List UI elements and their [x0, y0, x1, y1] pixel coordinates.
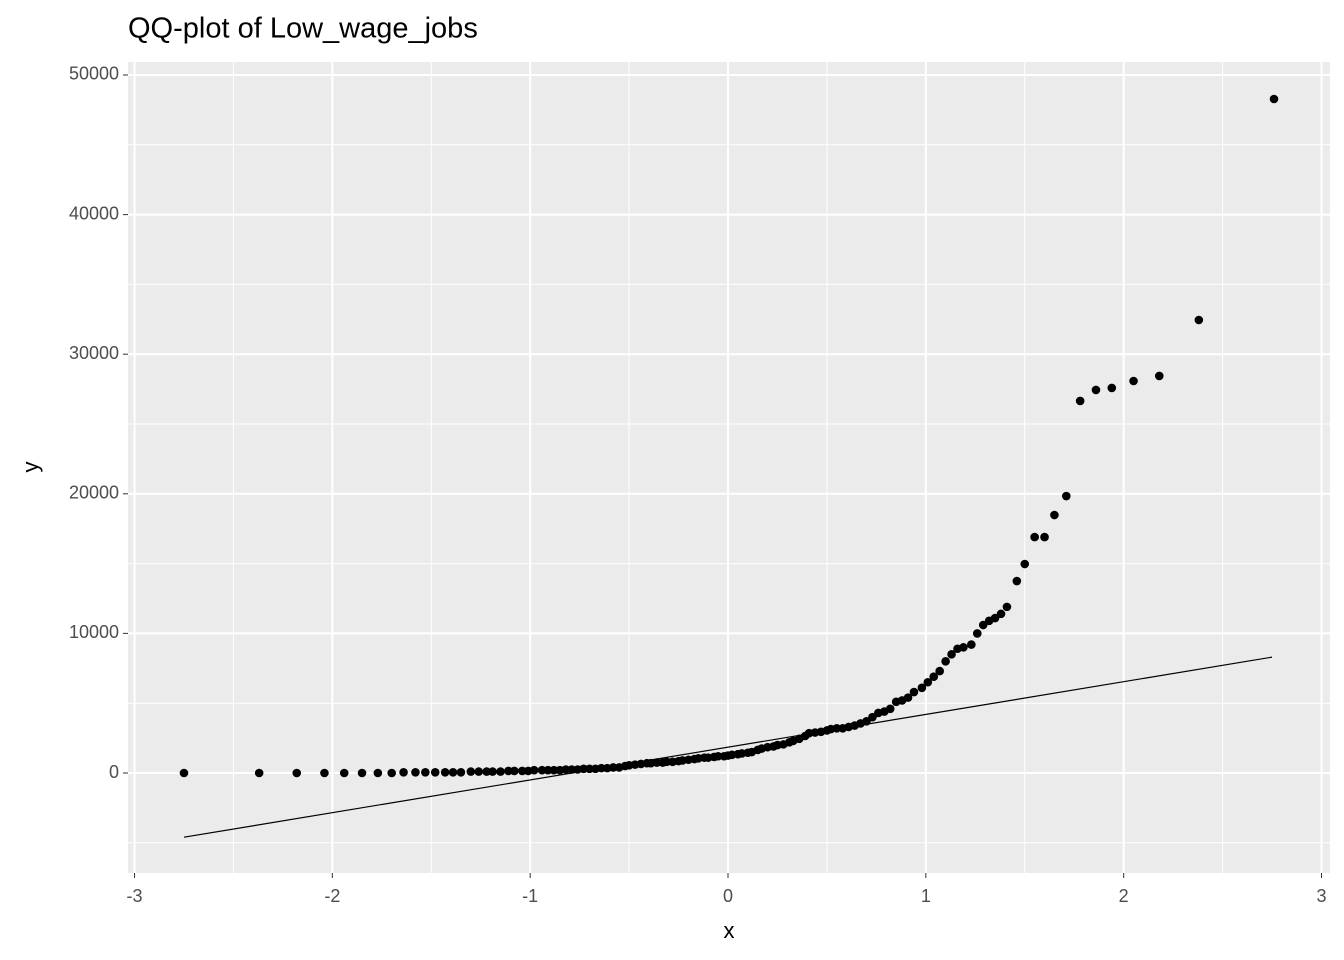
- point: [567, 765, 577, 774]
- point: [929, 672, 939, 681]
- y-axis-title: y: [18, 462, 43, 473]
- point: [935, 666, 944, 676]
- point: [488, 767, 497, 776]
- point: [923, 677, 933, 687]
- point: [947, 650, 956, 659]
- point: [597, 763, 606, 773]
- point: [1269, 94, 1279, 104]
- point: [496, 767, 505, 776]
- y-tick-label: 40000: [69, 203, 119, 223]
- point: [292, 768, 302, 778]
- x-axis-title: x: [724, 918, 735, 943]
- point: [320, 768, 329, 778]
- point: [608, 763, 618, 772]
- point: [179, 768, 189, 778]
- x-tick-label: -3: [127, 886, 143, 906]
- point: [579, 764, 588, 774]
- point: [972, 629, 982, 638]
- point: [387, 768, 397, 778]
- y-tick-label: 30000: [69, 343, 119, 363]
- point: [1050, 510, 1059, 520]
- point: [1075, 396, 1085, 406]
- x-tick-label: -2: [324, 886, 340, 906]
- point: [504, 766, 513, 776]
- point: [529, 765, 539, 775]
- point: [917, 683, 927, 693]
- point: [713, 751, 723, 761]
- point: [585, 764, 594, 774]
- y-tick-label: 10000: [69, 622, 119, 642]
- point: [411, 768, 420, 777]
- point: [474, 767, 484, 776]
- point: [1030, 532, 1039, 542]
- point: [1129, 376, 1138, 386]
- point: [399, 768, 408, 777]
- point: [1107, 383, 1117, 393]
- point: [448, 768, 458, 777]
- point: [373, 768, 383, 778]
- point: [967, 640, 976, 649]
- point: [510, 766, 519, 776]
- point: [440, 768, 450, 777]
- point: [537, 765, 547, 775]
- y-tick-label: 20000: [69, 483, 119, 503]
- point: [885, 704, 895, 714]
- point: [549, 765, 559, 775]
- x-tick-label: -1: [522, 886, 538, 906]
- point: [1154, 371, 1164, 381]
- x-tick-label: 0: [723, 886, 733, 906]
- point: [543, 765, 553, 775]
- point: [421, 768, 430, 777]
- point: [1002, 602, 1012, 612]
- point: [517, 766, 527, 776]
- point: [1020, 559, 1030, 569]
- y-tick-label: 50000: [69, 64, 119, 84]
- point: [430, 768, 440, 777]
- point: [339, 768, 349, 778]
- point: [561, 765, 571, 774]
- y-tick-label: 0: [109, 762, 119, 782]
- point: [1012, 576, 1022, 586]
- x-tick-label: 1: [921, 886, 931, 906]
- point: [456, 768, 466, 777]
- point: [662, 757, 671, 767]
- point: [959, 643, 968, 652]
- chart-title: QQ-plot of Low_wage_jobs: [128, 13, 478, 45]
- point: [832, 724, 842, 733]
- point: [1061, 491, 1071, 501]
- point: [357, 768, 367, 778]
- point: [909, 687, 919, 697]
- point: [903, 693, 913, 702]
- x-tick-label: 2: [1119, 886, 1129, 906]
- point: [941, 657, 950, 666]
- point: [254, 768, 264, 778]
- point: [482, 767, 491, 776]
- point: [996, 609, 1006, 619]
- point: [466, 767, 476, 776]
- x-tick-label: 3: [1316, 886, 1326, 906]
- point: [1194, 315, 1204, 325]
- point: [1091, 385, 1101, 395]
- point: [1040, 532, 1049, 542]
- reference-line: [183, 656, 1273, 838]
- point: [652, 758, 662, 767]
